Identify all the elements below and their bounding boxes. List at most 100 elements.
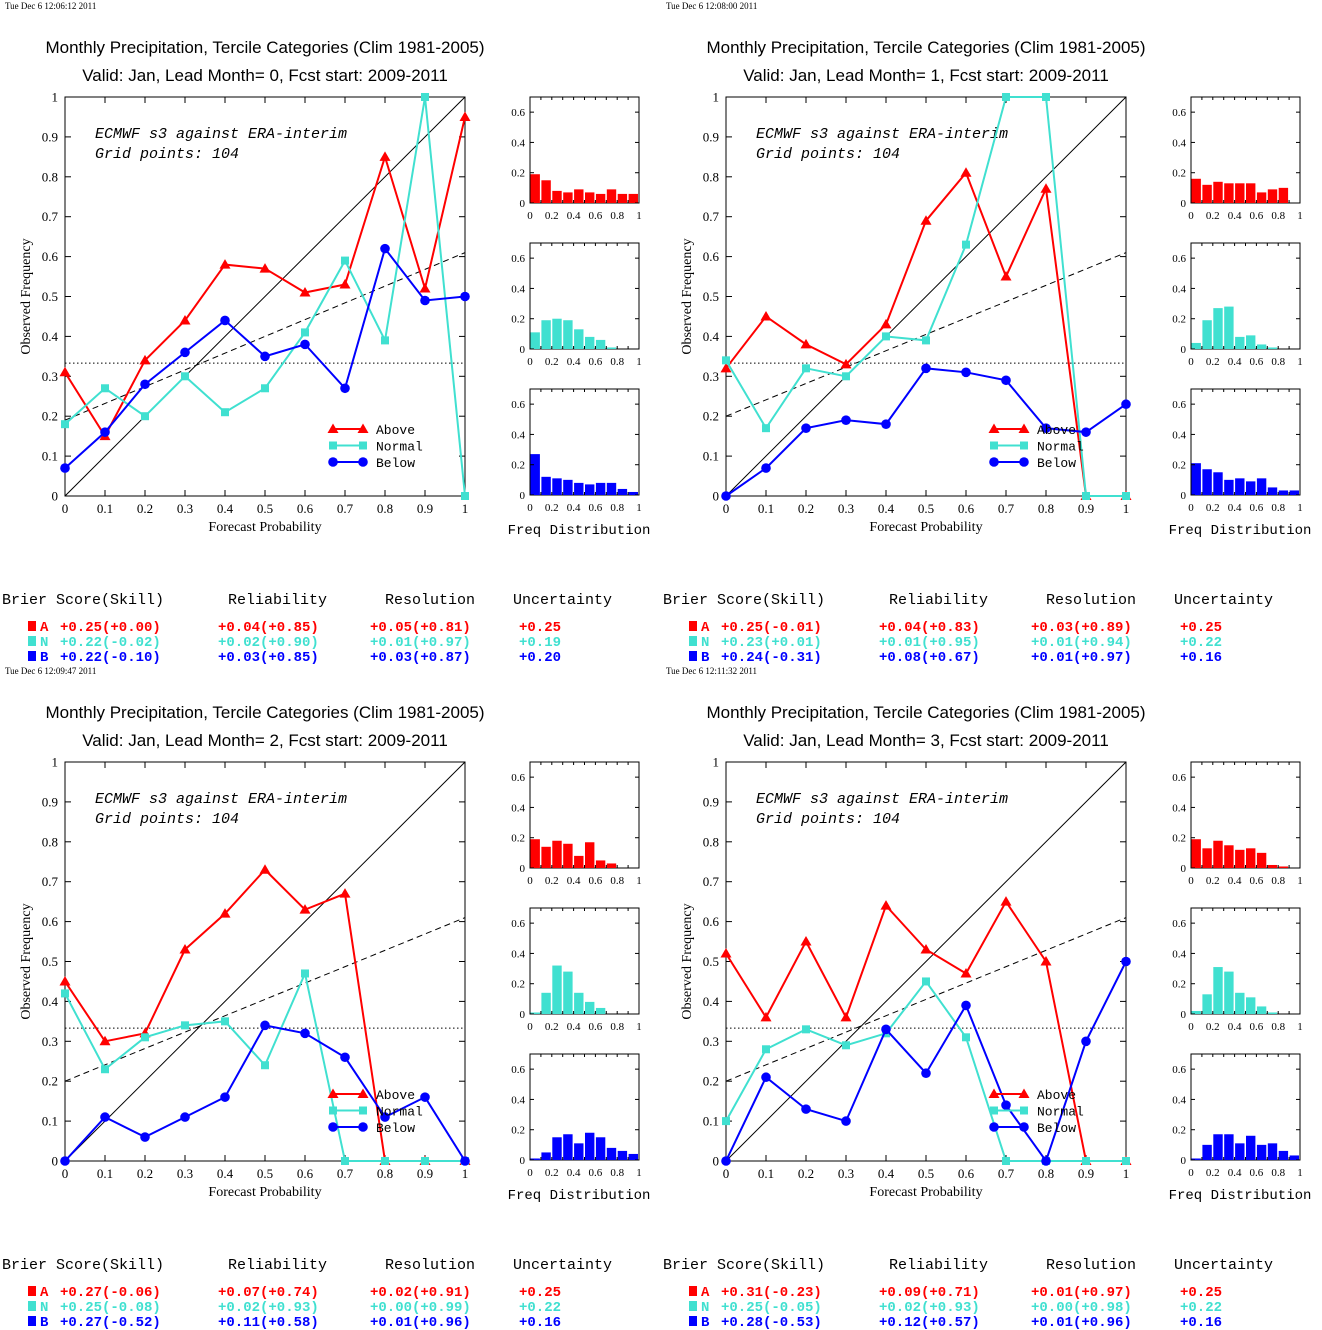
- hist-y-tick-label: 0: [1181, 1155, 1187, 1167]
- x-tick-label: 0.7: [998, 1166, 1015, 1181]
- data-point-normal: [301, 328, 309, 337]
- y-tick-label: 1: [52, 90, 59, 105]
- score-header: Reliability: [889, 1257, 988, 1274]
- hist-y-tick-label: 0.2: [511, 833, 525, 845]
- freq-bar-normal: [1256, 1006, 1267, 1014]
- hist-x-tick-label: 0.6: [1250, 502, 1264, 514]
- freq-bar-below: [1267, 1143, 1278, 1160]
- score-header: Brier Score(Skill): [2, 592, 164, 609]
- data-point-normal: [1082, 1157, 1090, 1165]
- legend-marker: [358, 457, 368, 467]
- x-tick-label: 0.3: [838, 1166, 854, 1181]
- y-tick-label: 0.6: [42, 249, 59, 264]
- data-point-above: [419, 283, 431, 293]
- hist-y-tick-label: 0: [1181, 1009, 1187, 1021]
- uncertainty-score: +0.25: [1180, 1285, 1222, 1301]
- hist-x-tick-label: 0.4: [567, 1167, 581, 1179]
- data-point-below: [260, 351, 270, 362]
- hist-x-tick-label: 0.8: [1271, 356, 1285, 368]
- y-tick-label: 0.3: [42, 369, 58, 384]
- freq-bar-above: [585, 192, 595, 203]
- data-point-normal: [922, 336, 930, 345]
- score-header: Resolution: [1046, 592, 1136, 609]
- brier-score: +0.31(-0.23): [721, 1285, 822, 1301]
- legend-marker: [1019, 1122, 1029, 1132]
- hist-x-tick-label: 0: [1188, 356, 1194, 368]
- data-point-normal: [141, 1033, 149, 1042]
- freq-bar-normal: [552, 965, 562, 1014]
- uncertainty-score: +0.22: [1180, 635, 1222, 651]
- hist-y-tick-label: 0.4: [511, 802, 525, 814]
- freq-bar-below: [1246, 1135, 1256, 1160]
- legend-marker: [989, 457, 999, 467]
- freq-bar-below: [595, 482, 606, 495]
- data-point-above: [259, 263, 271, 273]
- hist-x-tick-label: 1: [636, 1167, 642, 1179]
- legend-marker: [327, 423, 339, 433]
- brier-score: +0.25(-0.01): [721, 620, 822, 636]
- y-tick-label: 0.6: [703, 914, 720, 929]
- freq-hist-frame-below: [529, 1053, 640, 1161]
- score-row-swatch: [28, 621, 36, 631]
- resolution-score: +0.03(+0.89): [1031, 620, 1132, 636]
- no-skill-line: [64, 252, 466, 421]
- uncertainty-score: +0.25: [1180, 620, 1222, 636]
- hist-x-tick-label: 0.8: [610, 356, 624, 368]
- hist-y-tick-label: 0.2: [511, 460, 525, 472]
- hist-x-tick-label: 0: [1188, 502, 1194, 514]
- model-annotation: ECMWF s3 against ERA-interim: [756, 791, 1008, 808]
- y-tick-label: 0.9: [703, 794, 719, 809]
- score-header: Reliability: [228, 1257, 327, 1274]
- freq-bar-normal: [1202, 994, 1212, 1014]
- legend-marker: [327, 1088, 339, 1098]
- data-point-above: [1000, 271, 1012, 281]
- data-point-normal: [341, 1157, 349, 1165]
- x-tick-label: 0.9: [1078, 1166, 1094, 1181]
- hist-y-tick-label: 0.6: [511, 253, 525, 265]
- legend-label-below: Below: [1037, 456, 1076, 471]
- reliability-score: +0.07(+0.74): [218, 1285, 319, 1301]
- freq-bar-above: [1191, 178, 1201, 203]
- hist-x-tick-label: 1: [1297, 356, 1303, 368]
- hist-x-tick-label: 0.6: [1250, 1167, 1264, 1179]
- brier-score: +0.25(+0.00): [60, 620, 161, 636]
- data-point-below: [300, 1028, 310, 1039]
- hist-x-tick-label: 0.8: [610, 875, 624, 887]
- freq-bar-below: [1256, 478, 1267, 495]
- freq-bar-normal: [595, 339, 606, 349]
- gridpoints-annotation: Grid points: 104: [95, 146, 239, 163]
- freq-bar-normal: [541, 992, 551, 1014]
- hist-y-tick-label: 0.4: [511, 948, 525, 960]
- freq-bar-above: [606, 189, 617, 203]
- freq-bar-below: [1235, 478, 1245, 495]
- freq-bar-below: [595, 1137, 606, 1160]
- x-tick-label: 0: [723, 501, 730, 516]
- x-tick-label: 0.1: [758, 501, 774, 516]
- data-point-normal: [1122, 1157, 1130, 1165]
- legend-marker: [329, 441, 337, 450]
- hist-x-tick-label: 1: [1297, 502, 1303, 514]
- hist-x-tick-label: 1: [636, 875, 642, 887]
- brier-score: +0.24(-0.31): [721, 650, 822, 666]
- x-tick-label: 0.3: [838, 501, 854, 516]
- data-point-above: [720, 948, 732, 958]
- x-tick-label: 0.1: [97, 501, 113, 516]
- freq-bar-above: [1224, 845, 1234, 868]
- data-point-normal: [962, 1033, 970, 1042]
- chart-title-line2: Valid: Jan, Lead Month= 2, Fcst start: 2…: [82, 731, 448, 750]
- y-tick-label: 0.1: [42, 449, 58, 464]
- data-point-above: [760, 1011, 772, 1022]
- hist-y-tick-label: 0.6: [1172, 1064, 1186, 1076]
- y-tick-label: 0.5: [42, 954, 58, 969]
- hist-x-tick-label: 0.8: [1271, 502, 1285, 514]
- resolution-score: +0.03(+0.87): [370, 650, 471, 666]
- x-tick-label: 0.8: [1038, 501, 1054, 516]
- hist-x-tick-label: 0.2: [545, 1021, 559, 1033]
- score-row-swatch: [689, 1286, 697, 1296]
- no-skill-line: [725, 917, 1127, 1082]
- data-point-normal: [61, 420, 69, 429]
- data-point-above: [960, 967, 972, 978]
- freq-hist-frame-below: [1190, 1053, 1301, 1161]
- data-point-below: [1121, 399, 1131, 410]
- data-point-normal: [762, 424, 770, 433]
